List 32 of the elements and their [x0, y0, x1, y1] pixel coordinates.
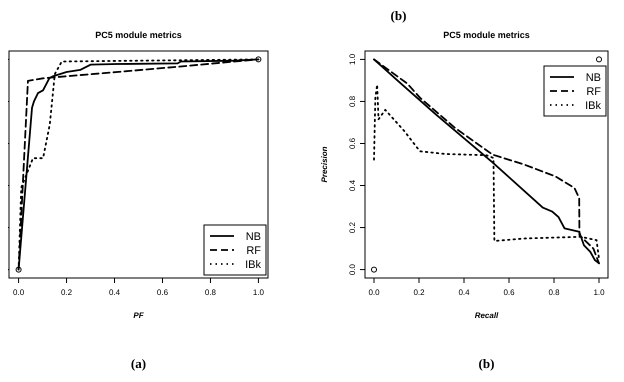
x-tick-label: 0.4 — [108, 288, 121, 297]
legend-label: IBk — [245, 259, 262, 271]
x-tick-label: 0.8 — [548, 288, 560, 297]
x-tick-label: 1.0 — [252, 288, 265, 297]
chart-title: PC5 module metrics — [95, 30, 182, 40]
y-tick-label: 0.2 — [348, 221, 357, 234]
x-axis-title: PF — [133, 311, 145, 320]
y-tick-label: 0.4 — [348, 179, 357, 192]
x-tick-label: 0.0 — [368, 288, 380, 297]
legend-label: NB — [246, 231, 261, 243]
text: (a) — [130, 356, 146, 371]
y-tick-label: 0.0 — [348, 263, 357, 276]
y-tick-label: 0.8 — [348, 95, 357, 108]
x-tick-label: 1.0 — [593, 288, 606, 297]
x-tick-label: 0.6 — [156, 288, 169, 297]
x-tick-label: 0.6 — [503, 288, 516, 297]
x-tick-label: 0.8 — [204, 288, 217, 297]
y-tick-label: 0.6 — [348, 137, 357, 150]
text: (b) — [478, 356, 494, 371]
x-tick-label: 0.2 — [60, 288, 73, 297]
legend-label: RF — [246, 245, 262, 257]
legend-label: RF — [586, 86, 602, 98]
x-tick-label: 0.2 — [413, 288, 426, 297]
chart-title: PC5 module metrics — [443, 30, 530, 40]
text: (b) — [390, 8, 406, 23]
x-tick-label: 0.0 — [13, 288, 25, 297]
legend-label: IBk — [585, 100, 602, 112]
y-tick-label: 1.0 — [348, 53, 357, 65]
legend-label: NB — [586, 72, 601, 84]
x-axis-title: Recall — [474, 311, 500, 320]
y-axis-title: Precision — [320, 146, 329, 183]
x-tick-label: 0.4 — [458, 288, 470, 297]
